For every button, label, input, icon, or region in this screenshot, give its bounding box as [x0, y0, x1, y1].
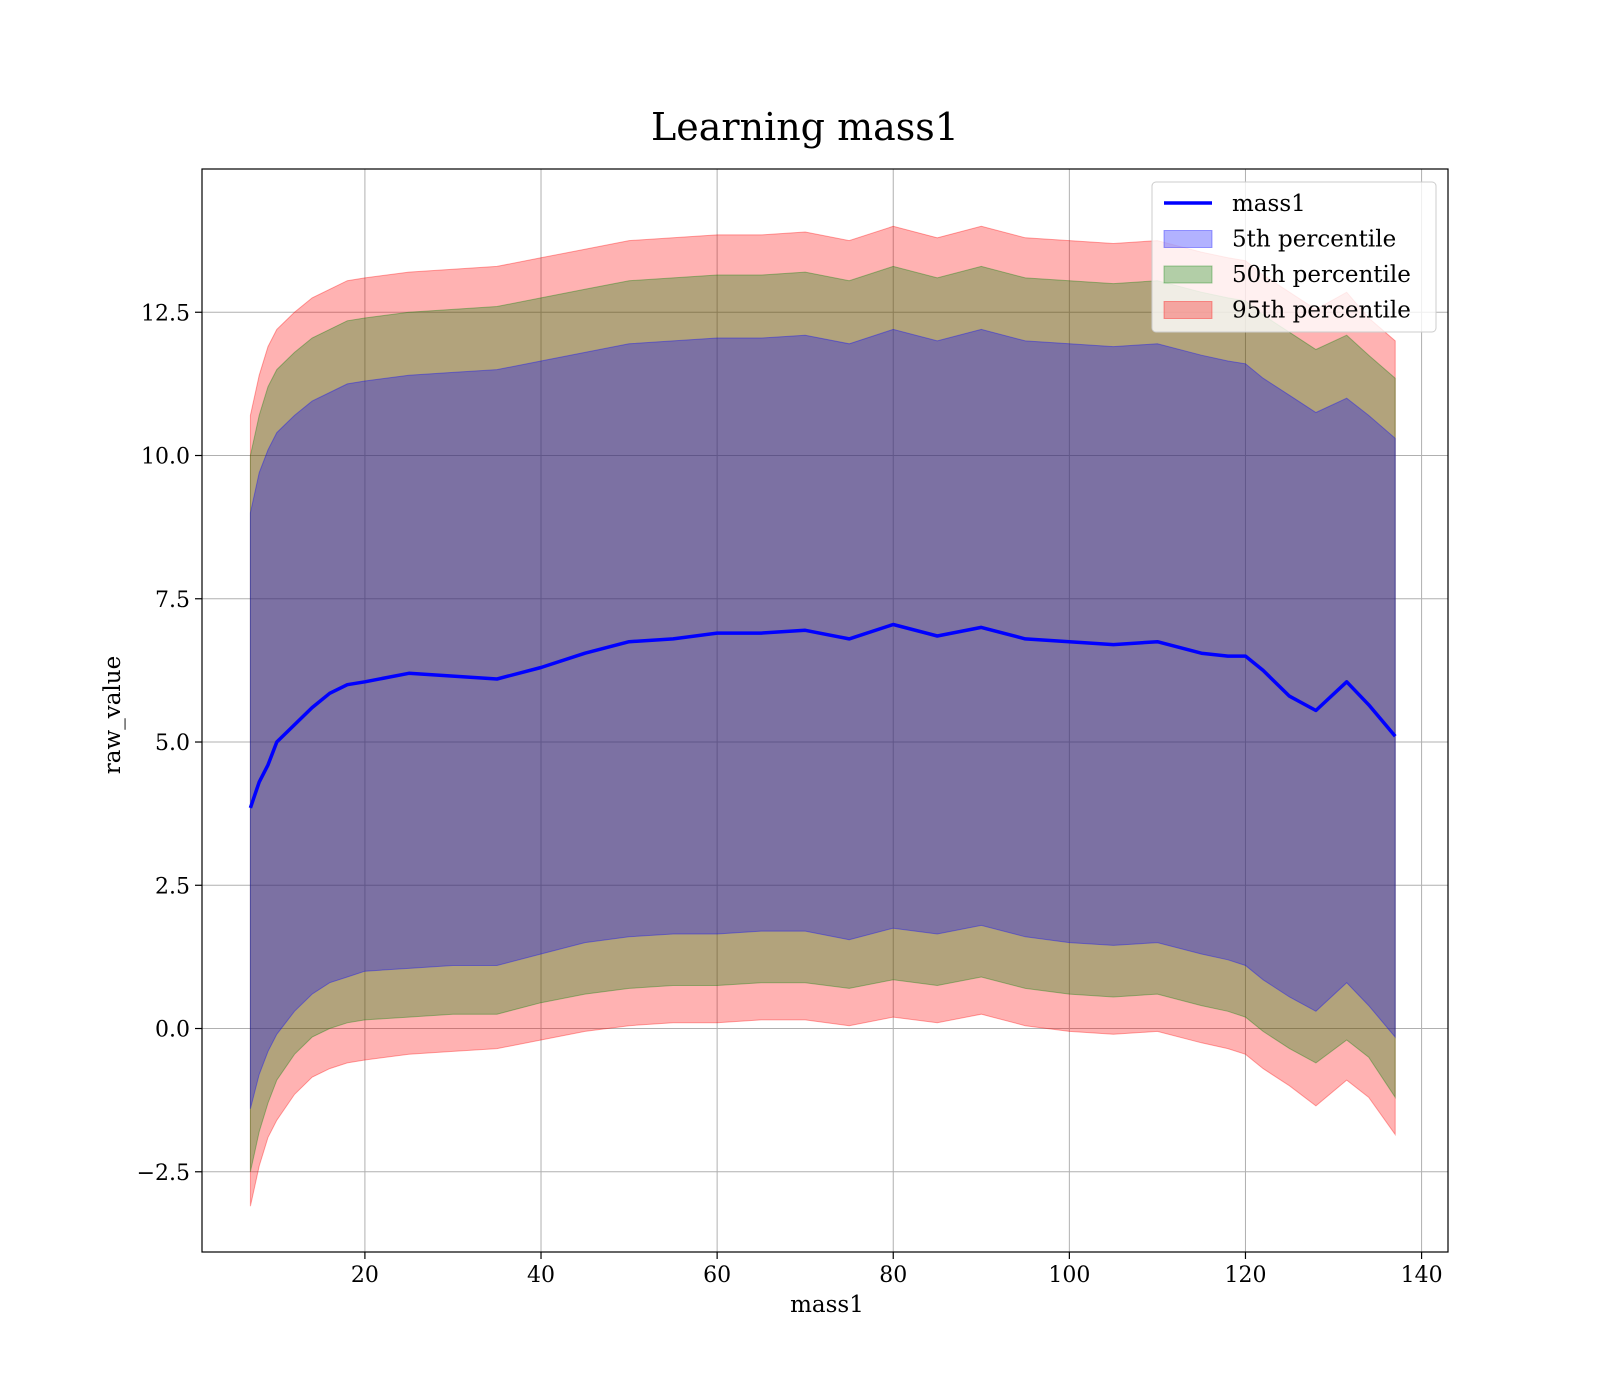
- y-tick-label: 5.0: [155, 731, 190, 756]
- y-axis-ticks: −2.5 0.0 2.5 5.0 7.5 10.0 12.5: [137, 301, 202, 1186]
- x-tick-label: 20: [351, 1263, 379, 1288]
- legend-label: 5th percentile: [1232, 227, 1396, 253]
- legend-swatch: [1163, 265, 1213, 284]
- y-tick-label: 0.0: [155, 1018, 190, 1043]
- legend-box: [1151, 181, 1437, 333]
- x-tick-label: 60: [703, 1263, 731, 1288]
- y-tick-label: 2.5: [155, 874, 190, 899]
- chart-title: Learning mass1: [651, 105, 959, 149]
- percentile-band: [249, 225, 1396, 1207]
- x-tick-label: 100: [1048, 1263, 1090, 1288]
- plot-frame: [201, 168, 1449, 1253]
- percentile-band: [249, 328, 1396, 1109]
- legend-label: 50th percentile: [1232, 262, 1411, 288]
- series-line: [248, 622, 1397, 809]
- y-tick-label: 7.5: [155, 588, 190, 613]
- y-axis-label: raw_value: [100, 656, 126, 774]
- legend-swatch: [1163, 230, 1213, 248]
- legend-label: mass1: [1232, 191, 1306, 217]
- legend: mass1 5th percentile 50th percentile 95th p…: [1151, 181, 1437, 333]
- series-lines: [248, 622, 1397, 809]
- percentile-band: [249, 265, 1396, 1172]
- y-tick-label: 10.0: [141, 445, 190, 470]
- y-tick-label: −2.5: [137, 1161, 190, 1186]
- x-tick-label: 120: [1224, 1263, 1266, 1288]
- x-tick-label: 140: [1401, 1263, 1443, 1288]
- y-tick-label: 12.5: [141, 301, 190, 326]
- x-axis-label: mass1: [790, 1292, 864, 1318]
- x-tick-label: 40: [527, 1263, 555, 1288]
- legend-label: 95th percentile: [1232, 298, 1411, 324]
- x-axis-ticks: 20 40 60 80 100 120 140: [351, 1252, 1443, 1288]
- grid: [202, 169, 1448, 1252]
- x-tick-label: 80: [879, 1263, 907, 1288]
- bands: [249, 225, 1396, 1207]
- legend-swatch: [1163, 301, 1213, 319]
